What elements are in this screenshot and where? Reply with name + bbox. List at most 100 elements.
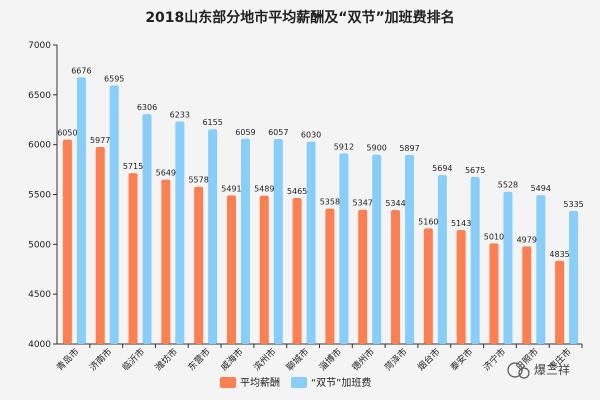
value-label-overtime-pay: 6306 [137,103,157,112]
bar-avg-salary[interactable] [292,197,302,344]
y-tick-label: 6500 [28,91,51,101]
bars [62,77,579,345]
y-tick-label: 4500 [28,290,51,300]
bar-overtime-pay[interactable] [240,138,250,344]
value-label-avg-salary: 5977 [90,136,110,145]
bar-avg-salary[interactable] [489,243,499,344]
bar-avg-salary[interactable] [226,195,236,344]
bar-overtime-pay[interactable] [470,177,480,344]
bar-avg-salary[interactable] [555,260,565,344]
value-label-avg-salary: 5578 [188,176,208,185]
bar-avg-salary[interactable] [128,173,138,344]
bar-avg-salary[interactable] [456,230,466,344]
bar-avg-salary[interactable] [325,208,335,344]
value-label-overtime-pay: 6059 [235,128,255,137]
watermark: 爆三祥 [507,362,570,379]
y-tick-label: 5000 [28,240,51,250]
x-tick-label: 泰安市 [448,346,476,374]
value-label-overtime-pay: 6676 [71,66,91,75]
bar-overtime-pay[interactable] [536,195,546,344]
value-label-overtime-pay: 6057 [268,128,288,137]
legend-swatch-avg-salary [220,377,236,388]
bar-overtime-pay[interactable] [175,121,185,344]
x-tick-label: 烟台市 [415,346,443,374]
value-label-avg-salary: 5160 [418,217,438,226]
value-label-overtime-pay: 6595 [104,74,124,83]
x-tick-label: 德州市 [349,346,377,374]
bar-overtime-pay[interactable] [273,138,283,344]
value-label-overtime-pay: 6233 [170,110,190,119]
bar-avg-salary[interactable] [259,195,269,344]
value-label-overtime-pay: 5494 [531,184,551,193]
y-tick-label: 6000 [28,141,51,151]
bar-avg-salary[interactable] [358,209,368,344]
watermark-text: 爆三祥 [534,363,570,377]
legend-label-overtime: “双节”加班费 [311,376,371,389]
value-label-overtime-pay: 5900 [367,144,387,153]
x-tick-label: 青岛市 [54,346,82,374]
y-tick-label: 5500 [28,191,51,201]
bar-avg-salary[interactable] [522,246,532,344]
x-tick-label: 潍坊市 [152,346,180,374]
bar-avg-salary[interactable] [161,179,171,344]
value-label-overtime-pay: 5694 [432,164,452,173]
x-tick-label: 东营市 [185,346,213,374]
value-label-avg-salary: 4835 [549,250,569,259]
value-label-avg-salary: 5465 [287,187,307,196]
chart-title: 2018山东部分地市平均薪酬及“双节”加班费排名 [145,9,454,26]
value-label-overtime-pay: 5897 [399,144,419,153]
value-label-avg-salary: 5715 [123,162,143,171]
bar-avg-salary[interactable] [62,139,72,344]
bar-overtime-pay[interactable] [339,153,349,344]
bar-overtime-pay[interactable] [503,191,513,344]
bar-avg-salary[interactable] [423,228,433,344]
axes: 4000 4500 5000 5500 6000 6500 7000 [28,41,583,350]
value-label-avg-salary: 4979 [517,235,537,244]
value-labels: 6050 6676 5977 6595 5715 6306 5649 6233 5578 6155… [57,66,584,258]
value-label-overtime-pay: 6030 [301,131,321,140]
wechat-icon [507,362,523,378]
x-tick-label: 济宁市 [481,346,509,374]
x-tick-label: 济南市 [87,346,115,374]
x-tick-label: 威海市 [218,346,246,374]
x-tick-label: 菏泽市 [382,346,410,374]
category-labels: 青岛市 济南市 临沂市 潍坊市 东营市 威海市 滨州市 聊城市 淄博市 德州市 菏泽市 烟台市 泰安市济… [54,346,574,374]
bar-overtime-pay[interactable] [208,129,218,344]
y-tick-label: 4000 [28,340,51,350]
value-label-overtime-pay: 6155 [202,118,222,127]
value-label-avg-salary: 5649 [156,169,176,178]
bar-avg-salary[interactable] [391,210,401,344]
value-label-avg-salary: 5143 [451,219,471,228]
value-label-avg-salary: 5358 [320,198,340,207]
x-tick-label: 滨州市 [251,346,279,374]
bar-avg-salary[interactable] [95,146,105,344]
bar-overtime-pay[interactable] [405,154,415,344]
wechat-icon-small [518,367,530,379]
value-label-avg-salary: 5489 [254,185,274,194]
value-label-overtime-pay: 5912 [334,142,354,151]
value-label-avg-salary: 6050 [57,129,77,138]
bar-overtime-pay[interactable] [372,154,382,344]
bar-overtime-pay[interactable] [306,141,316,344]
x-tick-label: 临沂市 [120,346,148,374]
bar-overtime-pay[interactable] [76,77,86,345]
x-tick-label: 聊城市 [284,346,312,374]
value-label-overtime-pay: 5335 [563,200,583,209]
legend-swatch-overtime [291,377,307,388]
value-label-avg-salary: 5347 [353,199,373,208]
bar-overtime-pay[interactable] [437,175,447,344]
bar-overtime-pay[interactable] [142,114,152,344]
bar-avg-salary[interactable] [194,186,204,344]
x-tick-label: 淄博市 [316,346,344,374]
value-label-avg-salary: 5344 [385,199,405,208]
value-label-avg-salary: 5010 [484,232,504,241]
value-label-avg-salary: 5491 [221,184,241,193]
value-label-overtime-pay: 5675 [465,166,485,175]
value-label-overtime-pay: 5528 [498,181,518,190]
legend[interactable]: 平均薪酬 “双节”加班费 [220,376,371,389]
bar-overtime-pay[interactable] [569,210,579,344]
legend-label-avg-salary: 平均薪酬 [240,377,280,389]
y-tick-label: 7000 [28,41,51,51]
bar-overtime-pay[interactable] [109,85,119,345]
